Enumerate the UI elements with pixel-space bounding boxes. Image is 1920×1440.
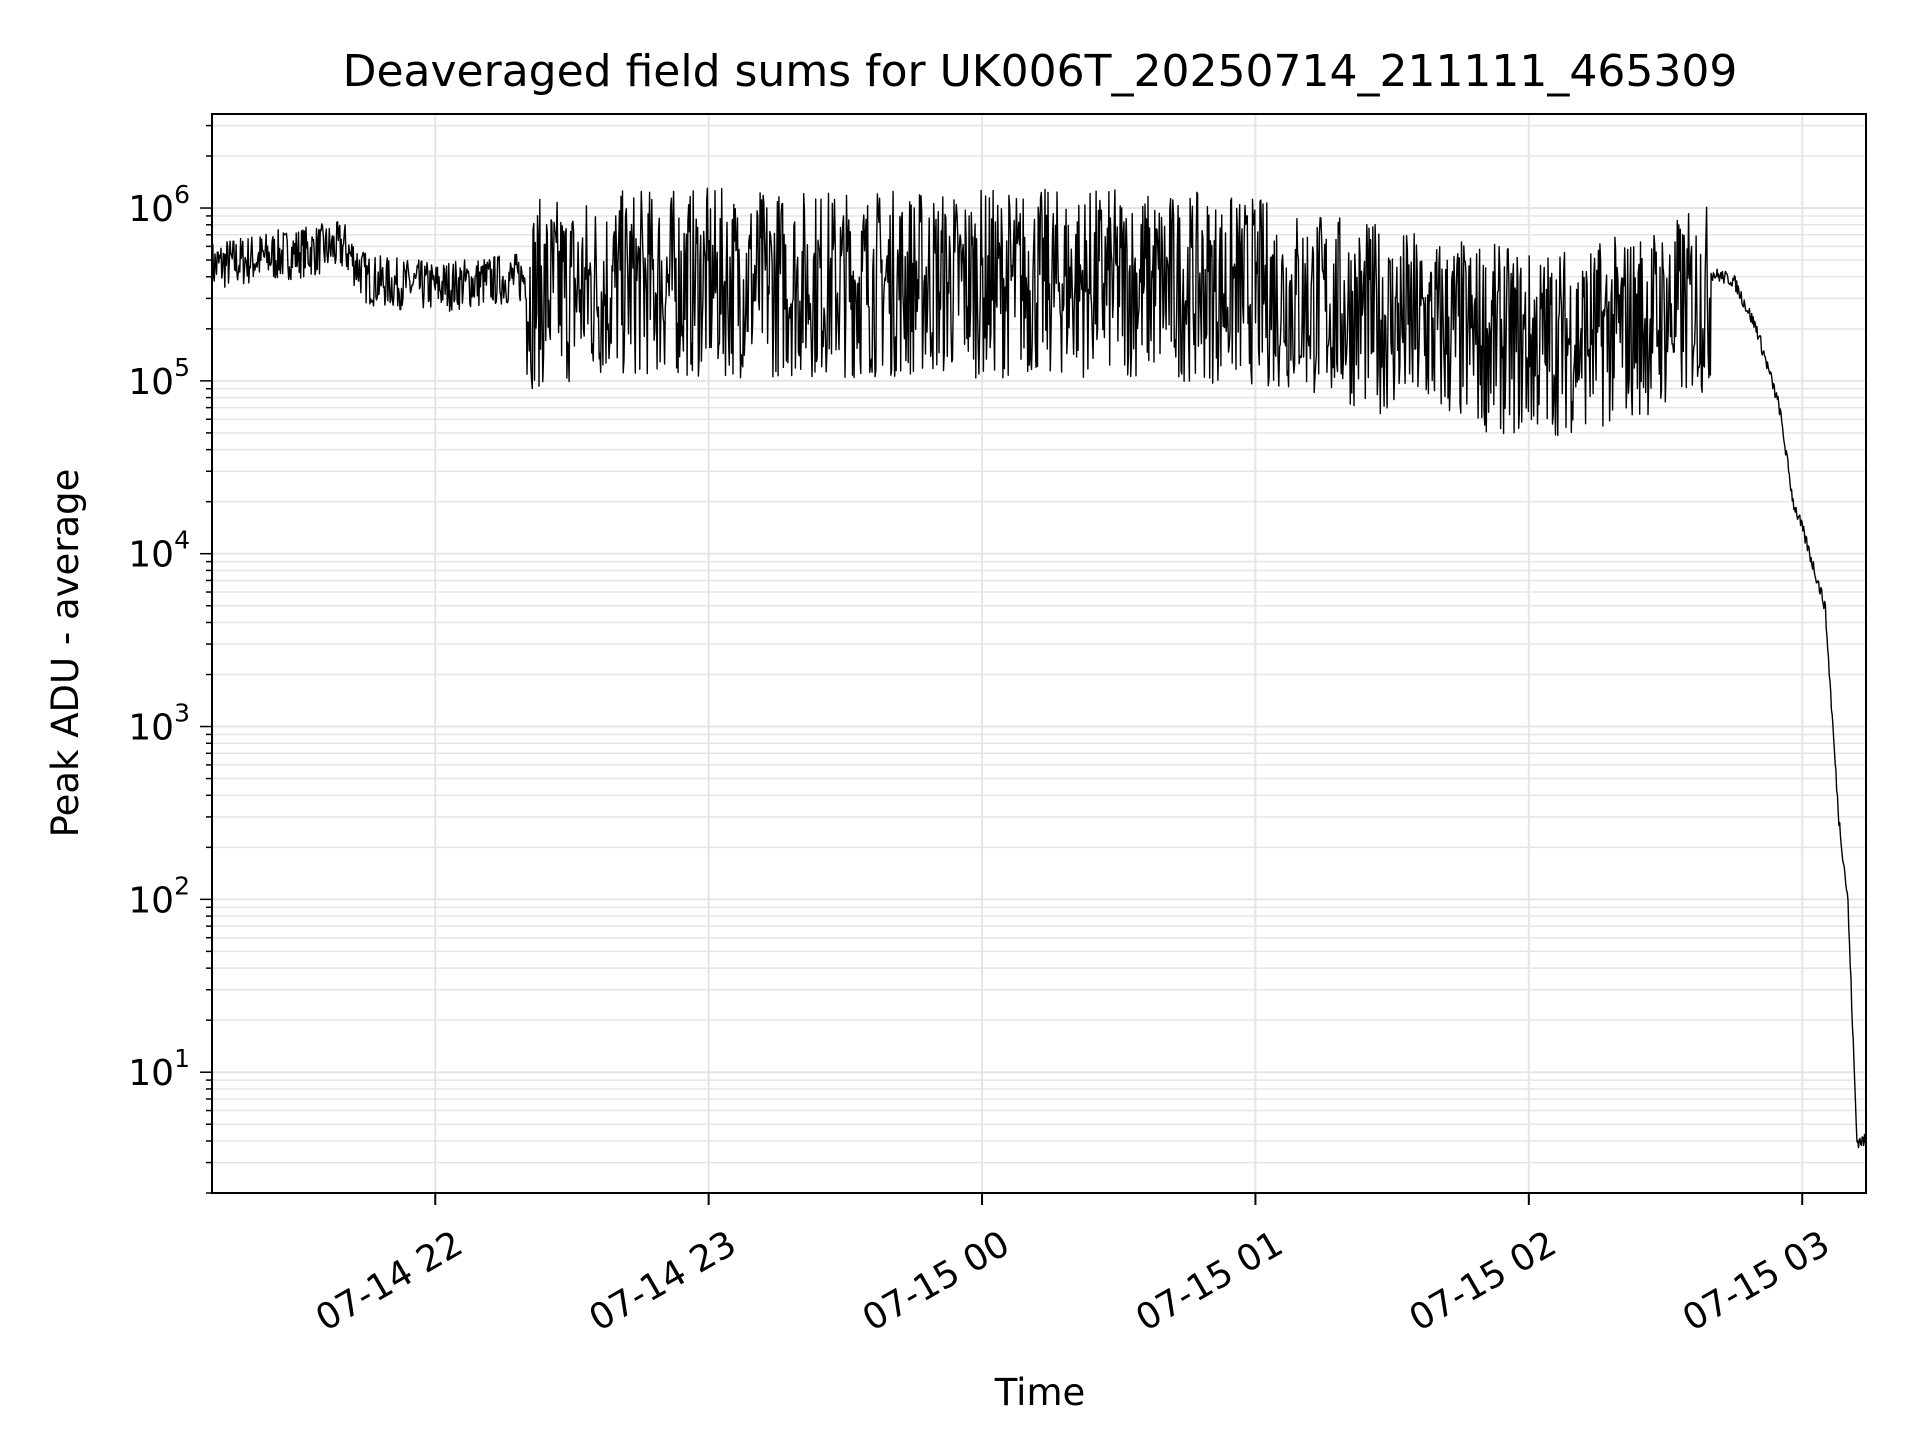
y-tick-label: 105 <box>128 353 190 403</box>
chart-title: Deaveraged field sums for UK006T_2025071… <box>343 46 1738 97</box>
y-tick-label: 103 <box>128 699 190 749</box>
series-line <box>211 187 1867 1149</box>
plot-frame <box>211 113 1867 1194</box>
y-axis-label: Peak ADU - average <box>44 469 87 838</box>
y-tick-label: 104 <box>128 526 190 576</box>
y-tick-label: 101 <box>128 1044 190 1094</box>
y-tick-label: 102 <box>128 871 190 921</box>
y-tick-label: 106 <box>128 180 190 230</box>
x-axis-label: Time <box>994 1371 1086 1414</box>
